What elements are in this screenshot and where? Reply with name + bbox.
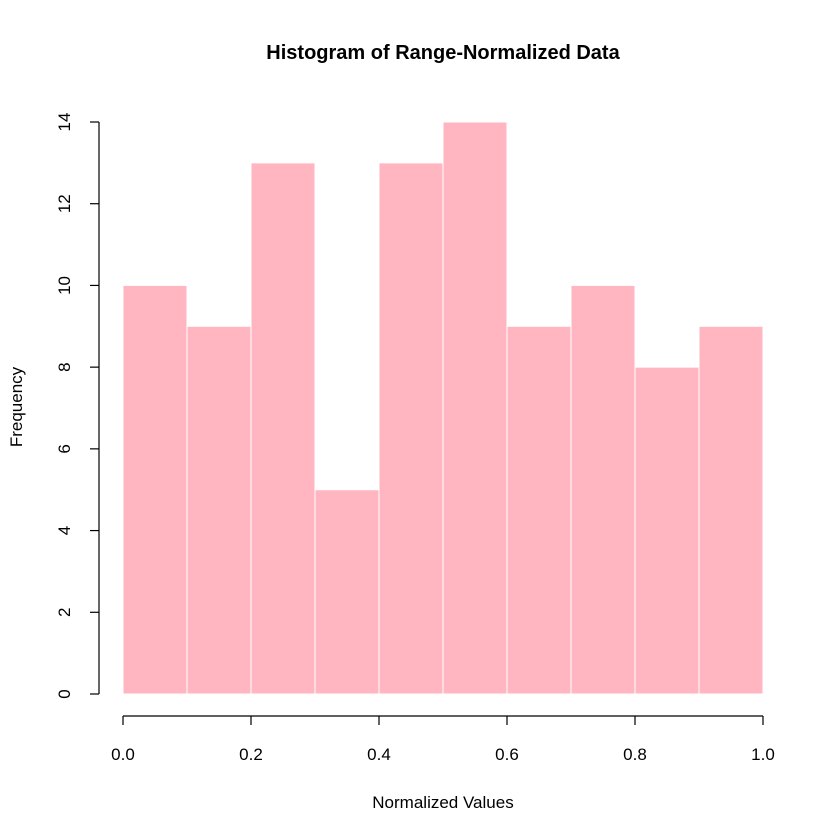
y-tick-label-7: 14 <box>55 113 74 132</box>
y-axis: 0 2 4 6 8 10 12 14 <box>55 113 100 699</box>
y-tick-label-2: 4 <box>55 526 74 535</box>
y-axis-label: Frequency <box>7 366 26 447</box>
histogram-bars <box>122 121 764 695</box>
y-tick-label-3: 6 <box>55 444 74 453</box>
chart-title: Histogram of Range-Normalized Data <box>266 42 620 64</box>
x-axis-label: Normalized Values <box>372 793 513 812</box>
y-tick-label-5: 10 <box>55 276 74 295</box>
histogram-bar-9 <box>698 325 764 695</box>
histogram-bar-6 <box>506 325 572 695</box>
histogram-bar-1 <box>186 325 252 695</box>
histogram-bar-2 <box>250 162 316 695</box>
y-tick-label-4: 8 <box>55 362 74 371</box>
x-tick-label-1: 0.2 <box>239 745 263 764</box>
histogram-bar-5 <box>442 121 508 695</box>
x-tick-label-0: 0.0 <box>111 745 135 764</box>
histogram-bar-4 <box>378 162 444 695</box>
histogram-bar-7 <box>570 284 636 695</box>
y-tick-label-6: 12 <box>55 194 74 213</box>
histogram-bar-8 <box>634 366 700 695</box>
x-tick-label-4: 0.8 <box>623 745 647 764</box>
y-tick-label-1: 2 <box>55 608 74 617</box>
x-tick-label-3: 0.6 <box>495 745 519 764</box>
x-tick-label-5: 1.0 <box>751 745 775 764</box>
x-axis: 0.0 0.2 0.4 0.6 0.8 1.0 <box>111 715 775 764</box>
histogram-bar-0 <box>122 284 188 695</box>
y-tick-label-0: 0 <box>55 689 74 698</box>
histogram-bar-3 <box>314 489 380 695</box>
x-tick-label-2: 0.4 <box>367 745 391 764</box>
